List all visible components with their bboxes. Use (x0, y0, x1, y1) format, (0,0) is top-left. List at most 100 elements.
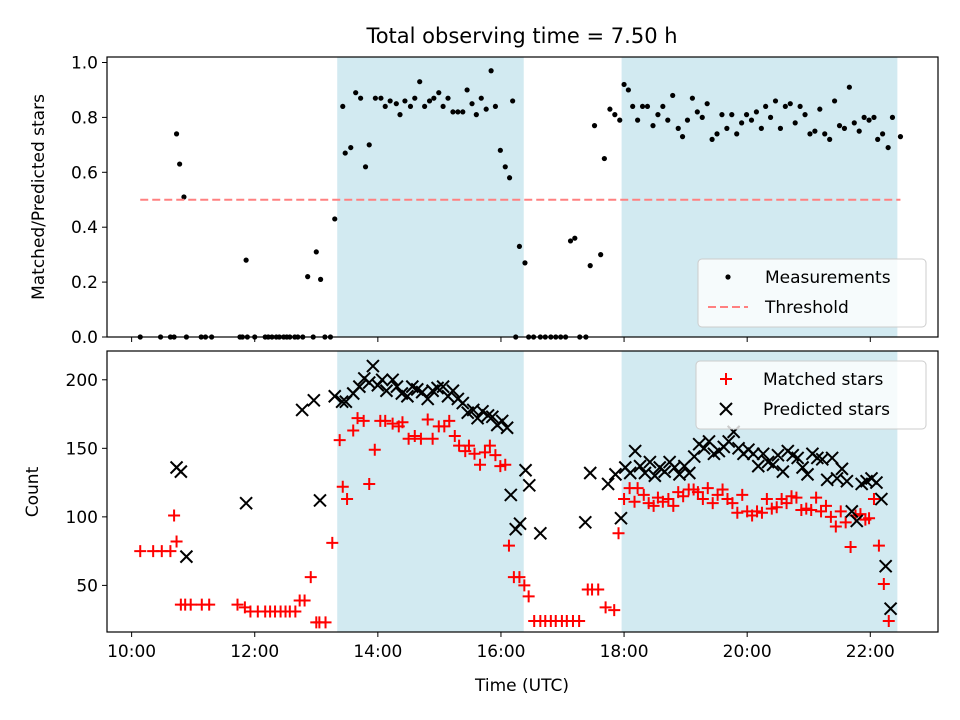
predicted-stars-point (614, 511, 628, 525)
matched-stars-point (326, 536, 339, 549)
measurements-point (670, 92, 676, 99)
legend-measurements-label: Measurements (765, 268, 891, 288)
predicted-stars-point (513, 517, 527, 531)
ratio-y-tick-label: 0.2 (71, 273, 98, 293)
measurements-point (621, 81, 627, 88)
legend-predicted-label: Predicted stars (763, 400, 890, 420)
measurements-point (831, 98, 838, 104)
measurements-point (464, 87, 470, 93)
predicted-stars-point (385, 373, 400, 387)
measurements-point (792, 120, 798, 126)
predicted-stars-point (878, 559, 893, 573)
measurements-point (181, 194, 187, 200)
matched-stars-point (347, 424, 360, 437)
x-tick-label: 20:00 (723, 642, 772, 662)
predicted-stars-point (638, 466, 652, 480)
matched-stars-point (824, 510, 837, 523)
matched-stars-point (863, 512, 876, 525)
predicted-stars-point (746, 447, 761, 461)
measurements-point (655, 112, 661, 118)
measurements-point (387, 98, 393, 104)
matched-stars-point (379, 414, 392, 427)
measurements-point (889, 114, 896, 120)
ratio-y-tick-label: 0.0 (71, 328, 98, 348)
measurements-point (729, 112, 735, 118)
matched-stars-point (691, 486, 704, 499)
predicted-stars-point (470, 411, 485, 425)
matched-stars-point (304, 571, 317, 584)
predicted-stars-point (776, 464, 790, 479)
measurements-point (422, 103, 428, 110)
matched-stars-point (421, 413, 434, 426)
predicted-stars-point (697, 441, 711, 456)
predicted-stars-point (850, 514, 864, 528)
measurements-point (317, 276, 324, 282)
measurements-point (797, 103, 803, 110)
measurements-point (699, 114, 705, 120)
measurements-point (734, 131, 740, 137)
predicted-stars-point (633, 459, 647, 473)
predicted-stars-point (883, 601, 898, 616)
measurements-point (866, 117, 872, 123)
predicted-stars-point (643, 455, 657, 469)
measurements-point (407, 103, 414, 110)
measurements-point (739, 120, 745, 126)
matched-stars-point (882, 615, 895, 628)
measurements-point (378, 95, 384, 101)
measurements-point (177, 161, 183, 167)
measurements-point (353, 90, 359, 96)
measurements-point (607, 106, 613, 112)
count-observing-window-1 (337, 351, 524, 632)
predicted-stars-point (456, 396, 470, 410)
measurements-point (450, 109, 456, 115)
measurements-point (601, 155, 607, 162)
legend-predicted-marker (719, 402, 733, 416)
matched-stars-point (513, 571, 526, 584)
measurements-point (836, 123, 843, 129)
measurements-point (412, 95, 418, 101)
predicted-stars-point (362, 375, 376, 390)
matched-stars-point (716, 483, 729, 496)
measurements-point (625, 87, 631, 93)
matched-stars-point (731, 506, 744, 519)
predicted-stars-point (601, 477, 615, 491)
matched-stars-point (408, 429, 421, 442)
measurements-point (332, 216, 338, 222)
matched-stars-point (478, 446, 491, 459)
measurements-point (897, 134, 904, 140)
predicted-stars-point (628, 444, 642, 458)
measurements-point (748, 117, 755, 123)
x-tick-label: 18:00 (600, 642, 649, 662)
matched-stars-point (834, 505, 847, 518)
predicted-stars-point (335, 395, 349, 409)
measurements-point (426, 98, 433, 104)
ratio-observing-window-1 (337, 57, 524, 337)
measurements-point (460, 109, 466, 115)
measurements-point (612, 112, 618, 118)
legend-measurements-marker (725, 274, 731, 280)
matched-stars-point (333, 434, 346, 447)
measurements-point (366, 142, 372, 148)
predicted-stars-point (390, 379, 404, 394)
count-y-tick-label: 100 (66, 508, 98, 528)
matched-stars-point (656, 495, 669, 508)
measurements-point (644, 103, 651, 110)
predicted-stars-point (239, 496, 253, 510)
measurements-point (506, 175, 513, 181)
measurements-point (880, 131, 886, 137)
predicted-stars-point (840, 474, 854, 488)
predicted-stars-point (485, 410, 500, 424)
measurements-point (861, 114, 867, 120)
matched-stars-point (872, 539, 885, 552)
measurements-point (709, 136, 715, 142)
predicted-stars-point (766, 458, 780, 472)
matched-stars-point (573, 615, 586, 628)
matched-stars-point (631, 482, 644, 495)
measurements-point (402, 98, 408, 104)
measurements-point (313, 249, 319, 255)
measurements-point (483, 106, 489, 112)
chart-title: Total observing time = 7.50 h (365, 24, 677, 48)
predicted-stars-point (533, 526, 548, 541)
x-axis-label: Time (UTC) (474, 676, 569, 696)
ratio-y-axis-label: Matched/Predicted stars (29, 94, 49, 300)
